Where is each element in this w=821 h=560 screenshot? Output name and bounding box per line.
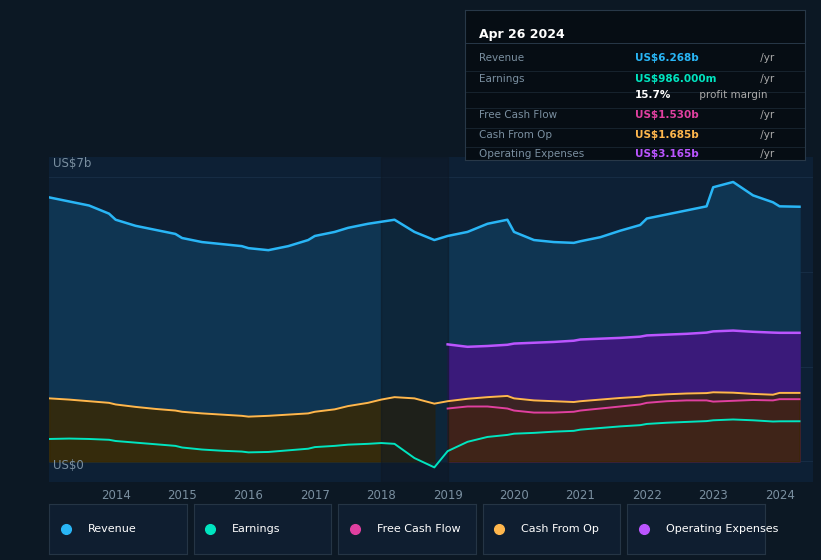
Text: /yr: /yr	[758, 74, 775, 84]
Text: US$986.000m: US$986.000m	[635, 74, 717, 84]
Text: US$3.165b: US$3.165b	[635, 149, 699, 159]
Text: Free Cash Flow: Free Cash Flow	[377, 524, 461, 534]
Text: US$1.530b: US$1.530b	[635, 110, 699, 120]
Text: Cash From Op: Cash From Op	[479, 129, 552, 139]
Text: US$6.268b: US$6.268b	[635, 53, 699, 63]
Text: 15.7%: 15.7%	[635, 91, 672, 100]
Text: US$1.685b: US$1.685b	[635, 129, 699, 139]
Text: US$0: US$0	[53, 459, 84, 472]
Text: Cash From Op: Cash From Op	[521, 524, 599, 534]
Text: /yr: /yr	[758, 53, 775, 63]
Text: /yr: /yr	[758, 149, 775, 159]
Text: Operating Expenses: Operating Expenses	[666, 524, 778, 534]
Bar	[381, 157, 447, 482]
Text: Revenue: Revenue	[479, 53, 524, 63]
Text: Free Cash Flow: Free Cash Flow	[479, 110, 557, 120]
Text: Operating Expenses: Operating Expenses	[479, 149, 584, 159]
Text: Revenue: Revenue	[88, 524, 136, 534]
Text: /yr: /yr	[758, 129, 775, 139]
Text: Apr 26 2024: Apr 26 2024	[479, 28, 564, 41]
Text: profit margin: profit margin	[696, 91, 768, 100]
Text: Earnings: Earnings	[479, 74, 524, 84]
Text: US$7b: US$7b	[53, 157, 91, 170]
Text: /yr: /yr	[758, 110, 775, 120]
Text: Earnings: Earnings	[232, 524, 281, 534]
